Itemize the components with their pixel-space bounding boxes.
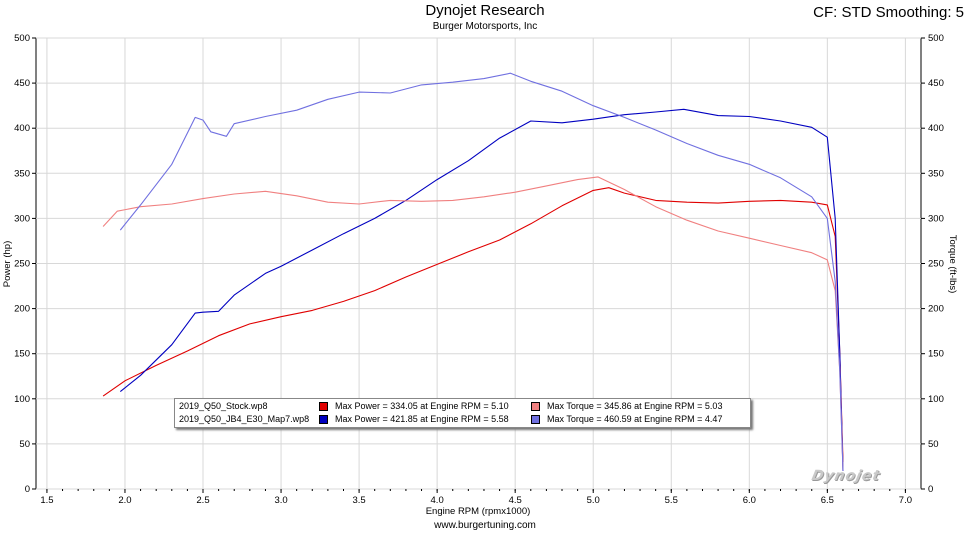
correction-label: CF: STD Smoothing: 5 [813,4,964,21]
legend-power-stock: Max Power = 334.05 at Engine RPM = 5.10 [335,401,509,411]
y2-axis-label: Torque (ft-lbs) [947,235,958,294]
y-tick-label: 150 [14,349,30,360]
legend-swatch-jb4-power [319,415,328,424]
x-tick-label: 2.5 [196,495,209,506]
y-tick-label: 0 [25,484,30,495]
y2-tick-label: 100 [928,394,944,405]
x-tick-label: 3.5 [352,495,365,506]
legend-row-stock: 2019_Q50_Stock.wp8 Max Power = 334.05 at… [175,400,750,413]
x-tick-label: 5.5 [665,495,678,506]
legend-row-jb4: 2019_Q50_JB4_E30_Map7.wp8 Max Power = 42… [175,413,750,426]
y2-tick-label: 350 [928,168,944,179]
y2-tick-label: 300 [928,213,944,224]
series-line-torque-2 [102,176,844,472]
footer-url: www.burgertuning.com [434,520,536,531]
y-tick-label: 350 [14,168,30,179]
legend-swatch-stock-power [319,402,328,411]
x-tick-label: 6.0 [743,495,756,506]
series-line-power-0 [102,187,844,462]
y-tick-label: 100 [14,394,30,405]
x-tick-label: 1.5 [40,495,53,506]
chart-subtitle: Burger Motorsports, Inc [432,21,538,32]
y-tick-labels: 0 50 100 150 200 250 300 350 400 450 500 [14,33,30,495]
y2-tick-labels: 0 50 100 150 200 250 300 350 400 450 500 [928,33,944,495]
y2-tick-label: 400 [928,123,944,134]
legend-file-stock: 2019_Q50_Stock.wp8 [179,401,268,411]
legend: 2019_Q50_Stock.wp8 Max Power = 334.05 at… [174,398,751,428]
legend-swatch-stock-torque [531,402,540,411]
x-axis-label: Engine RPM (rpmx1000) [426,506,531,517]
y-axis-label: Power (hp) [2,241,13,287]
x-tick-label: 7.0 [899,495,912,506]
y-tick-label: 400 [14,123,30,134]
legend-swatch-jb4-torque [531,415,540,424]
y2-tick-label: 0 [928,484,933,495]
y-tick-label: 450 [14,78,30,89]
x-tick-label: 4.5 [509,495,522,506]
y-tick-label: 300 [14,213,30,224]
y-tick-label: 200 [14,304,30,315]
y2-tick-label: 500 [928,33,944,44]
chart-title: Dynojet Research [425,2,545,19]
legend-torque-jb4: Max Torque = 460.59 at Engine RPM = 4.47 [547,414,723,424]
series-line-torque-3 [119,72,844,472]
x-tick-label: 2.0 [118,495,131,506]
x-tick-label: 3.0 [274,495,287,506]
y2-tick-label: 250 [928,259,944,270]
y-tick-label: 250 [14,259,30,270]
x-tick-label: 5.0 [587,495,600,506]
y2-tick-label: 450 [928,78,944,89]
series-line-power-1 [119,108,844,472]
y2-tick-label: 150 [928,349,944,360]
x-tick-labels: 1.5 2.0 2.5 3.0 3.5 4.0 4.5 5.0 5.5 6.0 6.5 7.0 [40,495,912,506]
y-tick-label: 500 [14,33,30,44]
x-tick-label: 6.5 [821,495,834,506]
legend-torque-stock: Max Torque = 345.86 at Engine RPM = 5.03 [547,401,723,411]
dynojet-logo: Dynojet [810,468,882,484]
y2-tick-label: 50 [928,439,939,450]
y-tick-label: 50 [19,439,30,450]
legend-file-jb4: 2019_Q50_JB4_E30_Map7.wp8 [179,414,310,424]
legend-power-jb4: Max Power = 421.85 at Engine RPM = 5.58 [335,414,509,424]
series-lines [102,72,844,472]
x-tick-label: 4.0 [431,495,444,506]
y2-tick-label: 200 [928,304,944,315]
